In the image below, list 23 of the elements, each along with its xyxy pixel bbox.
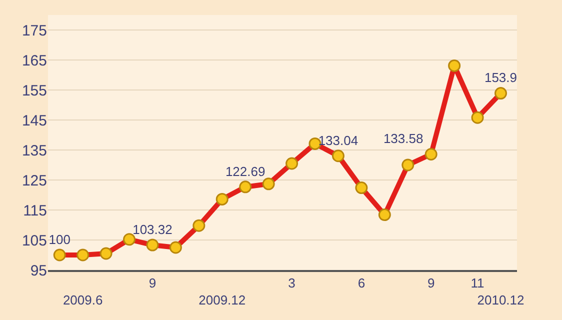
y-tick-label: 115 [23, 202, 47, 220]
y-tick-label: 95 [30, 262, 47, 280]
y-tick-label: 155 [22, 82, 47, 100]
y-tick-label: 175 [22, 22, 47, 40]
x-tick-label: 2009.12 [198, 292, 246, 308]
x-tick-label: 9 [148, 276, 156, 291]
data-label: 100 [48, 232, 70, 247]
x-tick-label: 3 [288, 276, 296, 291]
y-tick-label: 105 [22, 232, 47, 250]
x-tick-label: 11 [470, 276, 484, 291]
x-tick-label: 9 [427, 276, 435, 291]
y-tick-label: 165 [22, 52, 47, 70]
data-label: 133.58 [383, 131, 424, 146]
data-label: 122.69 [225, 164, 266, 179]
data-label: 133.04 [318, 132, 358, 148]
x-tick-label: 2010.12 [477, 292, 524, 308]
data-label: 103.32 [132, 222, 172, 237]
y-tick-label: 135 [22, 142, 47, 160]
x-tick-label: 2009.6 [62, 292, 103, 308]
x-tick-label: 6 [358, 276, 366, 291]
y-tick-label: 125 [22, 172, 47, 190]
data-label: 153.9 [484, 70, 518, 86]
y-tick-label: 145 [22, 112, 47, 130]
